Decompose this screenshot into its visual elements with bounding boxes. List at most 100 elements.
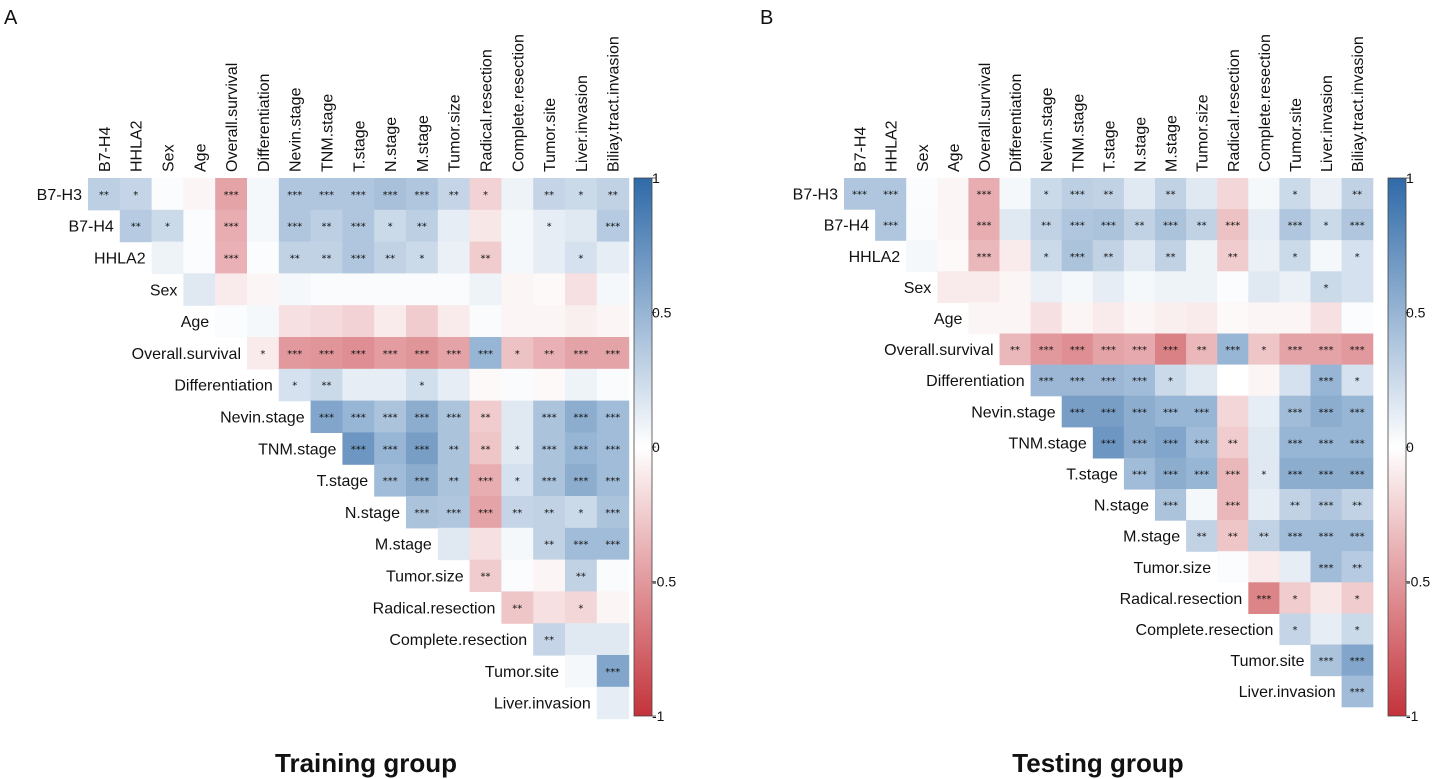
significance-stars: ** xyxy=(449,190,459,201)
heatmap-cell xyxy=(1310,489,1343,521)
heatmap-cell xyxy=(247,305,280,338)
heatmap-cell xyxy=(1341,644,1374,677)
significance-stars: *** xyxy=(852,190,867,201)
heatmap-cell xyxy=(1279,240,1312,272)
heatmap-cell xyxy=(469,432,502,465)
significance-stars: *** xyxy=(1132,438,1147,449)
heatmap-cell xyxy=(1341,333,1374,366)
significance-stars: *** xyxy=(414,476,429,487)
heatmap-cell xyxy=(437,496,471,529)
heatmap-cell xyxy=(278,368,312,402)
heatmap-cell xyxy=(501,591,534,624)
heatmap-cell xyxy=(1155,178,1187,210)
heatmap-cell xyxy=(1155,489,1187,521)
significance-stars: ** xyxy=(544,635,554,646)
significance-stars: *** xyxy=(1194,407,1209,418)
significance-stars: ** xyxy=(481,413,491,424)
heatmap-cell xyxy=(968,209,1001,241)
heatmap-cell xyxy=(1092,395,1125,428)
heatmap-cell xyxy=(1217,426,1249,459)
heatmap-cell xyxy=(1341,551,1374,583)
heatmap-cell xyxy=(406,496,439,529)
heatmap-cell xyxy=(533,464,566,497)
significance-stars: ** xyxy=(1259,532,1269,543)
significance-stars: *** xyxy=(1319,563,1334,574)
significance-stars: ** xyxy=(385,254,395,265)
heatmap-cell xyxy=(88,178,121,211)
heatmap-cell xyxy=(533,209,566,243)
column-label: Nevin.stage xyxy=(288,87,305,172)
significance-stars: *** xyxy=(605,413,620,424)
heatmap-cell xyxy=(1310,426,1343,459)
column-label: Tumor.site xyxy=(542,98,559,172)
heatmap-cell xyxy=(501,496,534,529)
colorbar xyxy=(1387,177,1407,717)
heatmap-cell xyxy=(278,241,312,274)
heatmap-cell xyxy=(596,368,630,402)
significance-stars: *** xyxy=(224,254,239,265)
significance-stars: *** xyxy=(478,349,493,360)
significance-stars: * xyxy=(515,444,520,455)
panel-letter: B xyxy=(760,7,773,29)
heatmap-cell xyxy=(310,368,343,402)
significance-stars: *** xyxy=(351,349,366,360)
significance-stars: ** xyxy=(1103,252,1113,263)
significance-stars: *** xyxy=(1194,469,1209,480)
heatmap-cell xyxy=(501,400,534,433)
significance-stars: *** xyxy=(1287,438,1302,449)
significance-stars: *** xyxy=(383,413,398,424)
significance-stars: ** xyxy=(1166,190,1176,201)
heatmap-cell xyxy=(565,432,598,465)
heatmap-cell xyxy=(469,400,502,433)
heatmap-cell xyxy=(1092,271,1125,303)
column-label: Liver.invasion xyxy=(1319,75,1336,172)
heatmap-cell xyxy=(469,527,502,561)
heatmap-cell xyxy=(374,209,407,243)
heatmap-cell xyxy=(596,686,630,720)
colorbar-tick-label: 1 xyxy=(1406,170,1414,186)
heatmap-cell xyxy=(151,209,184,243)
heatmap-cell xyxy=(1217,178,1249,210)
row-label: Tumor.size xyxy=(386,569,464,586)
heatmap-cell xyxy=(501,464,534,497)
heatmap-cell xyxy=(533,400,566,433)
significance-stars: *** xyxy=(1101,221,1116,232)
heatmap-cell xyxy=(999,209,1032,241)
significance-stars: ** xyxy=(1197,345,1207,356)
heatmap-cell xyxy=(1217,520,1249,552)
heatmap-cell xyxy=(215,305,248,338)
column-label: T.stage xyxy=(351,120,368,172)
heatmap-cell xyxy=(565,591,598,624)
heatmap-cell xyxy=(374,464,407,497)
heatmap-cell xyxy=(565,178,598,211)
heatmap-cell xyxy=(310,400,343,433)
heatmap-cell xyxy=(342,178,375,211)
heatmap-cell xyxy=(1310,240,1343,272)
significance-stars: *** xyxy=(573,540,588,551)
row-label: Age xyxy=(181,314,210,331)
significance-stars: *** xyxy=(1101,345,1116,356)
row-label: Tumor.size xyxy=(1134,560,1212,577)
heatmap-cell xyxy=(968,302,1001,335)
significance-stars: *** xyxy=(976,252,991,263)
heatmap-cell xyxy=(1341,613,1374,646)
heatmap-cell xyxy=(999,333,1032,366)
heatmap-cell xyxy=(1092,364,1125,397)
heatmap-cell xyxy=(1186,395,1218,428)
heatmap-cell xyxy=(1279,271,1312,303)
panel-letter: A xyxy=(4,7,18,29)
heatmap-cell xyxy=(1310,271,1343,303)
significance-stars: *** xyxy=(1039,376,1054,387)
heatmap-cell xyxy=(533,178,566,211)
heatmap-cell xyxy=(1279,457,1312,490)
heatmap-cell xyxy=(906,178,938,210)
significance-stars: *** xyxy=(1163,469,1178,480)
significance-stars: *** xyxy=(1194,438,1209,449)
heatmap-cell xyxy=(596,432,630,465)
significance-stars: *** xyxy=(1287,532,1302,543)
significance-stars: ** xyxy=(1228,532,1238,543)
heatmap-cell xyxy=(1310,364,1343,397)
heatmap-cell xyxy=(1123,209,1156,241)
column-label: Overall.survival xyxy=(224,63,241,172)
heatmap-cell xyxy=(1186,333,1218,366)
